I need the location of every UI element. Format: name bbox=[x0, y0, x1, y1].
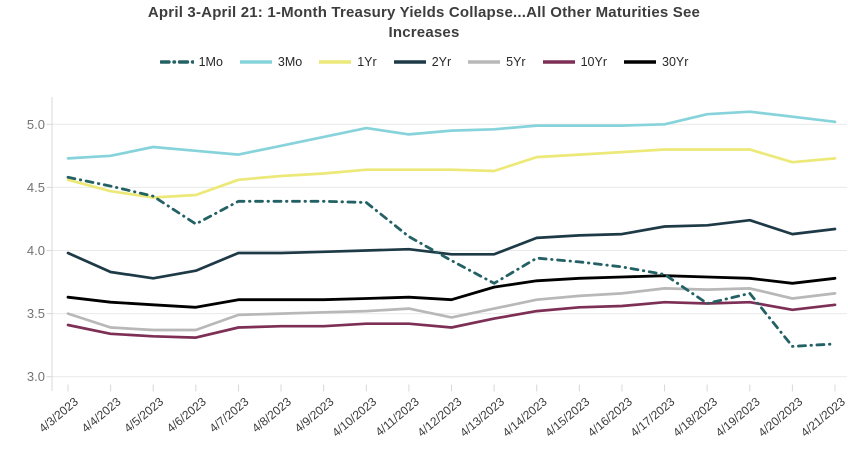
legend: 1Mo 3Mo 1Yr 2Yr 5Yr 10Yr 30Yr bbox=[0, 55, 848, 69]
series-line-5yr bbox=[66, 287, 837, 332]
legend-label: 2Yr bbox=[431, 55, 452, 69]
series-line-1yr bbox=[66, 148, 837, 199]
series-line-1mo bbox=[66, 175, 837, 348]
x-tick-label: 4/14/2023 bbox=[500, 394, 550, 439]
series-line-3mo bbox=[66, 110, 837, 160]
x-tick-label: 4/18/2023 bbox=[670, 394, 720, 439]
chart-title: April 3-April 21: 1-Month Treasury Yield… bbox=[0, 3, 848, 43]
legend-label: 30Yr bbox=[662, 55, 689, 69]
x-tick-label: 4/4/2023 bbox=[79, 394, 124, 435]
x-tick-label: 4/19/2023 bbox=[713, 394, 763, 439]
x-tick-label: 4/17/2023 bbox=[628, 394, 678, 439]
x-tick-label: 4/21/2023 bbox=[798, 394, 848, 439]
legend-label: 5Yr bbox=[506, 55, 526, 69]
x-tick-label: 4/20/2023 bbox=[755, 394, 805, 439]
legend-swatch-10yr-icon bbox=[542, 60, 575, 64]
series-line-2yr bbox=[66, 218, 837, 280]
x-tick-label: 4/13/2023 bbox=[457, 394, 507, 439]
legend-label: 3Mo bbox=[277, 55, 303, 69]
y-tick-label: 4.0 bbox=[27, 243, 45, 258]
legend-label: 1Yr bbox=[357, 55, 377, 69]
x-tick-label: 4/10/2023 bbox=[329, 394, 379, 439]
y-tick-label: 5.0 bbox=[27, 117, 45, 132]
legend-item-30yr: 30Yr bbox=[623, 55, 688, 69]
x-tick-label: 4/12/2023 bbox=[415, 394, 465, 439]
legend-swatch-2yr-icon bbox=[393, 60, 426, 64]
legend-item-3mo: 3Mo bbox=[239, 55, 302, 69]
legend-swatch-1mo-icon bbox=[159, 60, 194, 64]
legend-swatch-1yr-icon bbox=[319, 60, 352, 64]
chart-title-line2: Increases bbox=[388, 24, 460, 41]
legend-label: 10Yr bbox=[580, 55, 607, 69]
y-tick-label: 3.0 bbox=[27, 369, 45, 384]
x-tick-label: 4/7/2023 bbox=[207, 394, 252, 435]
x-tick-label: 4/11/2023 bbox=[373, 394, 422, 439]
legend-swatch-5yr-icon bbox=[468, 60, 501, 64]
x-tick-label: 4/16/2023 bbox=[585, 394, 635, 439]
x-tick-label: 4/8/2023 bbox=[249, 394, 294, 435]
legend-label: 1Mo bbox=[198, 55, 223, 69]
y-tick-label: 4.5 bbox=[27, 180, 45, 195]
legend-item-10yr: 10Yr bbox=[542, 55, 607, 69]
legend-swatch-30yr-icon bbox=[624, 60, 656, 64]
legend-item-5yr: 5Yr bbox=[467, 55, 526, 69]
x-tick-label: 4/15/2023 bbox=[542, 394, 592, 439]
x-tick-label: 4/5/2023 bbox=[121, 394, 166, 435]
legend-item-1yr: 1Yr bbox=[318, 55, 377, 69]
series-line-30yr bbox=[66, 274, 837, 309]
x-tick-label: 4/6/2023 bbox=[164, 394, 209, 435]
chart-title-line1: April 3-April 21: 1-Month Treasury Yield… bbox=[147, 4, 701, 21]
x-tick-label: 4/3/2023 bbox=[36, 394, 81, 435]
y-tick-label: 3.5 bbox=[27, 306, 45, 321]
legend-item-2yr: 2Yr bbox=[393, 55, 451, 69]
legend-item-1mo: 1Mo bbox=[159, 55, 223, 69]
legend-swatch-3mo-icon bbox=[239, 60, 272, 64]
